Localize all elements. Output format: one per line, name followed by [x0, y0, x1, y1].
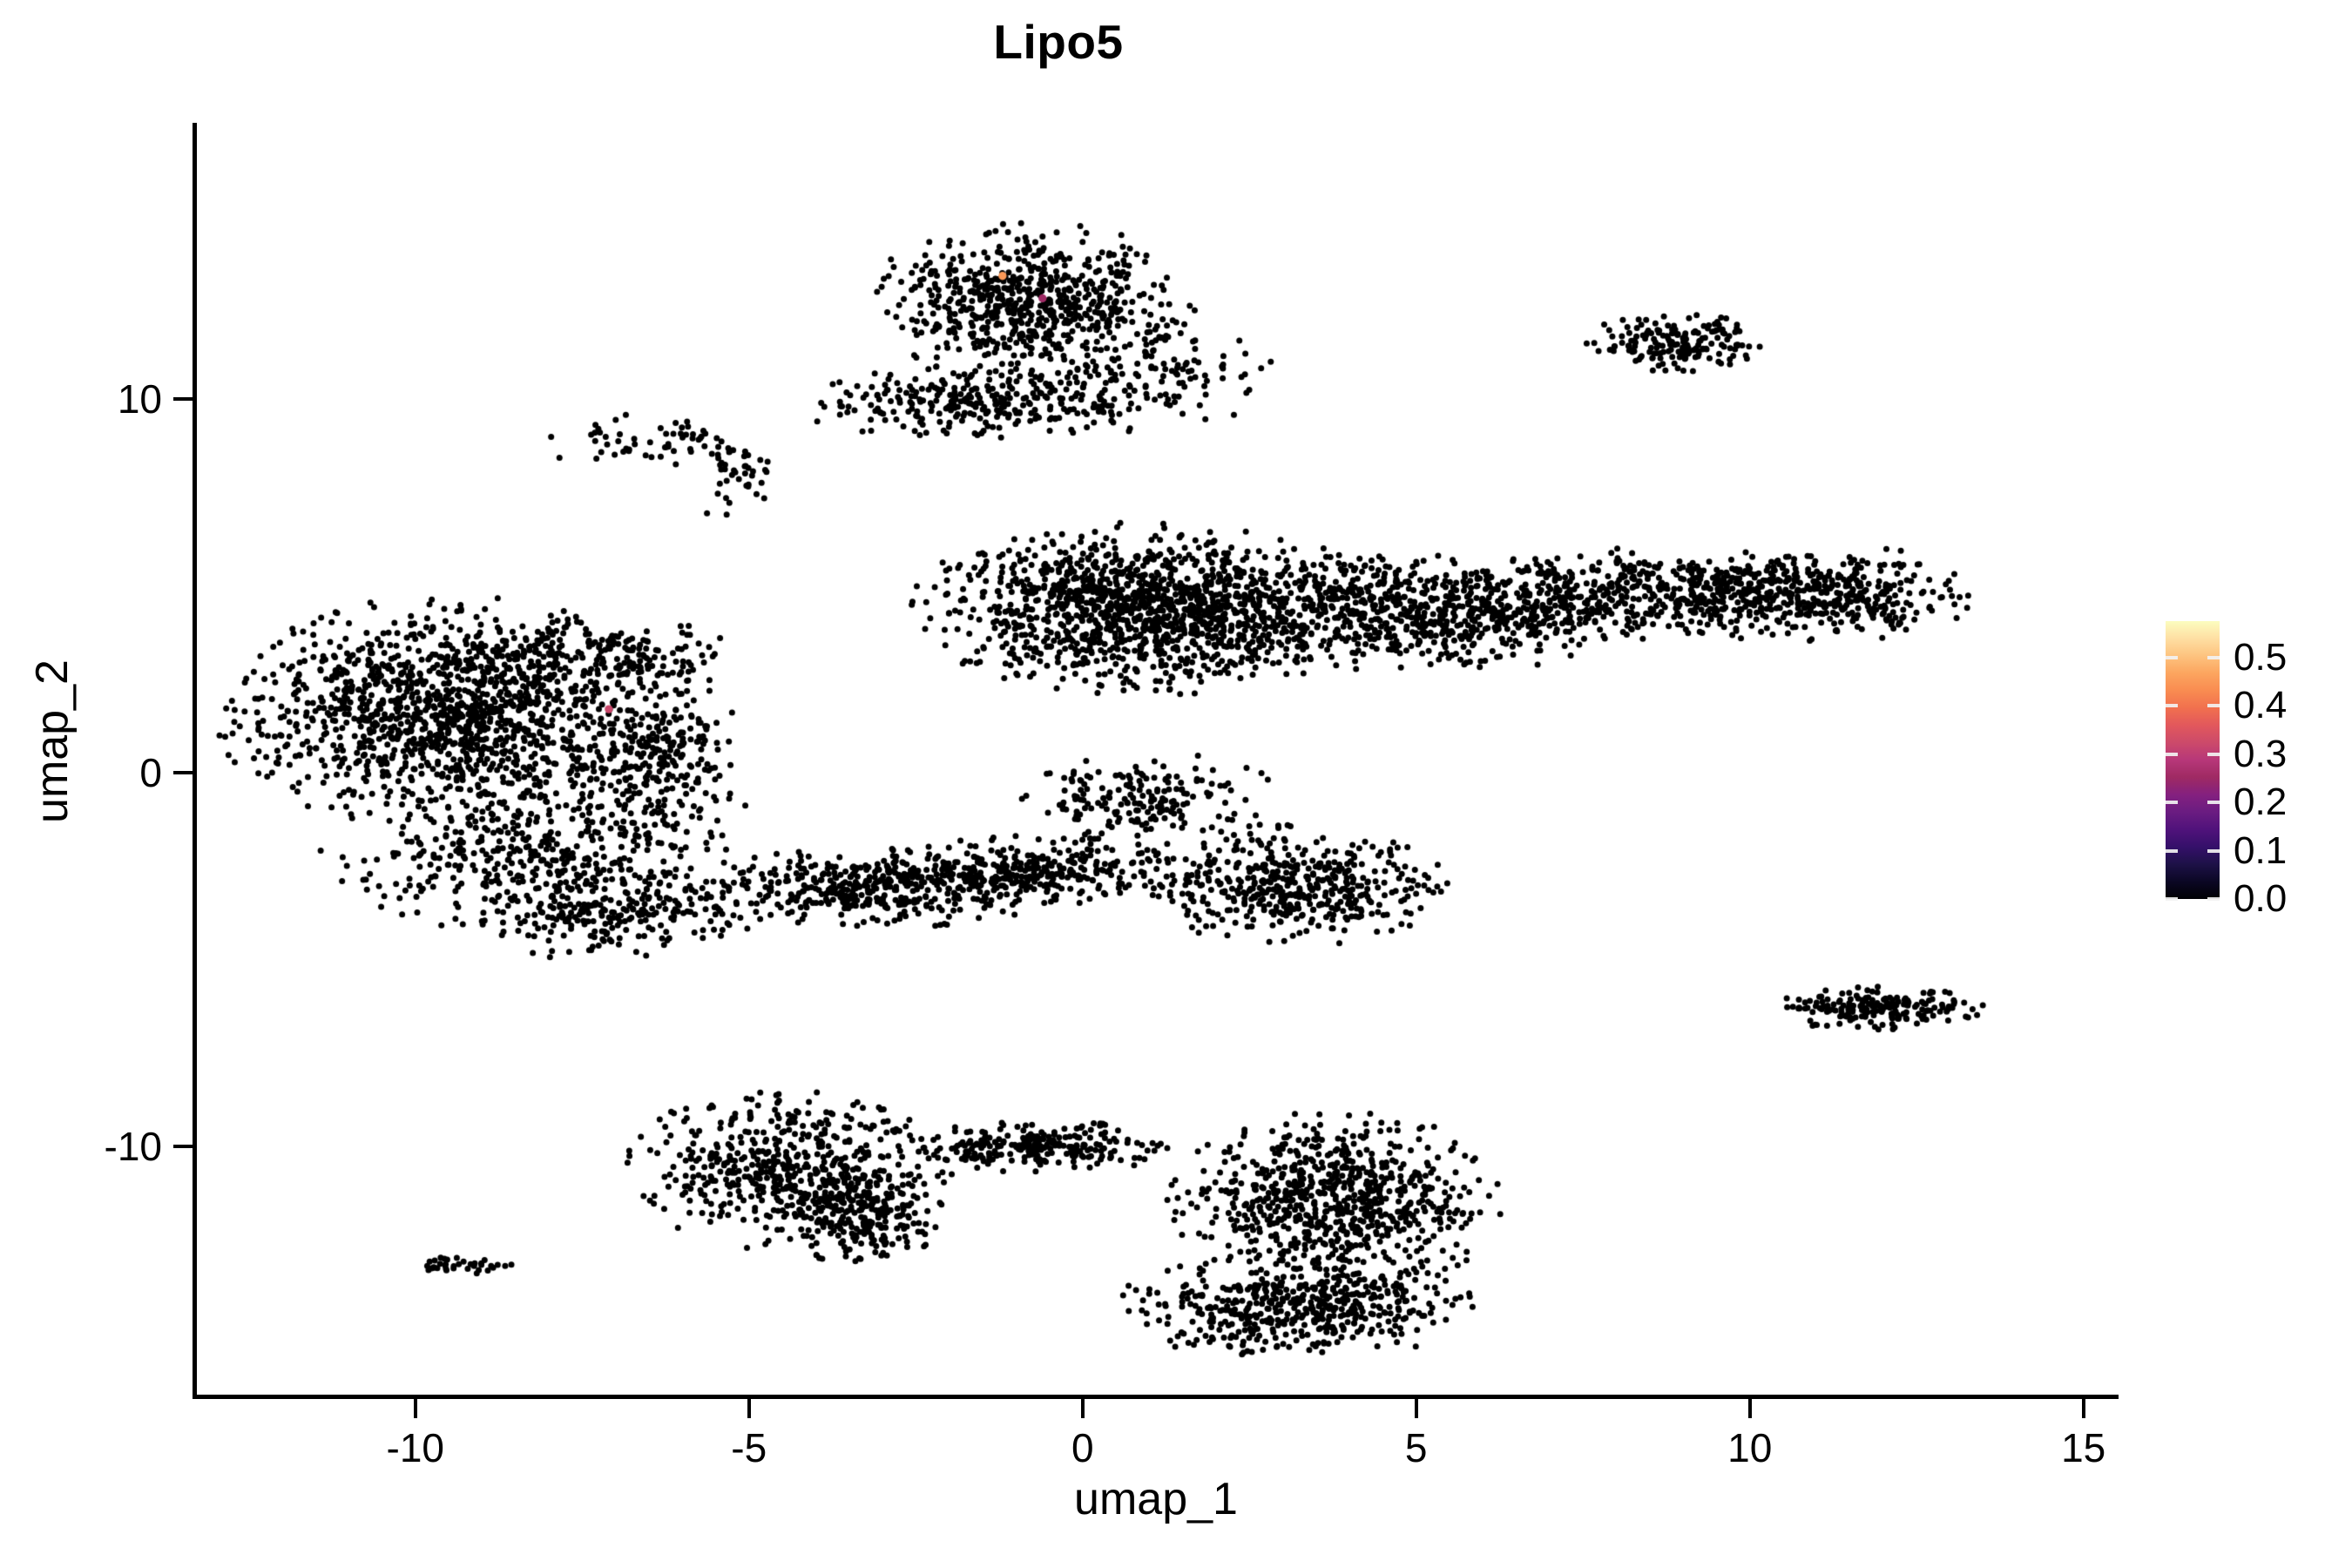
- x-tick-label: 5: [1404, 1425, 1428, 1470]
- colorbar-tick: [2166, 655, 2178, 659]
- colorbar-tick-label: 0.3: [2234, 732, 2288, 775]
- colorbar-gradient: [2166, 621, 2220, 899]
- colorbar-tick: [2166, 752, 2178, 756]
- x-tick-label: 0: [1071, 1425, 1094, 1470]
- colorbar-tick: [2207, 801, 2220, 805]
- x-axis-title: umap_1: [1074, 1474, 1238, 1524]
- y-axis-title: umap_2: [27, 659, 78, 823]
- x-axis-spine: [195, 1395, 2119, 1399]
- colorbar-tick: [2166, 897, 2178, 901]
- colorbar-tick: [2166, 801, 2178, 805]
- x-tick-label: 10: [1727, 1425, 1773, 1470]
- colorbar-tick-label: 0.2: [2234, 781, 2288, 824]
- colorbar-tick-label: 0.5: [2234, 635, 2288, 679]
- x-tick-label: -5: [731, 1425, 767, 1470]
- scatter-plot-canvas: [195, 123, 2117, 1396]
- x-tick-mark: [413, 1399, 417, 1418]
- colorbar-tick: [2166, 704, 2178, 708]
- x-tick-mark: [1747, 1399, 1752, 1418]
- x-tick-mark: [1414, 1399, 1418, 1418]
- y-tick-label: 10: [117, 376, 162, 422]
- colorbar-tick: [2207, 752, 2220, 756]
- x-tick-label: 15: [2061, 1425, 2106, 1470]
- colorbar-tick: [2207, 704, 2220, 708]
- x-tick-mark: [2081, 1399, 2085, 1418]
- y-tick-label: -10: [104, 1123, 162, 1169]
- y-tick-mark: [173, 1144, 194, 1148]
- colorbar-tick: [2207, 848, 2220, 853]
- colorbar-tick: [2166, 848, 2178, 853]
- y-tick-label: 0: [139, 750, 162, 795]
- colorbar-tick: [2207, 655, 2220, 659]
- y-axis-spine: [193, 123, 197, 1399]
- y-tick-mark: [173, 397, 194, 402]
- page-title: Lipo5: [993, 15, 1124, 69]
- x-tick-mark: [1080, 1399, 1085, 1418]
- y-tick-mark: [173, 771, 194, 774]
- colorbar-tick-label: 0.0: [2234, 877, 2288, 920]
- colorbar-tick-label: 0.4: [2234, 684, 2288, 727]
- colorbar-tick-label: 0.1: [2234, 828, 2288, 872]
- x-tick-mark: [747, 1399, 751, 1418]
- colorbar-legend: 0.0 0.1 0.2 0.3 0.4 0.5: [2166, 621, 2331, 920]
- colorbar-bar: [2166, 621, 2220, 899]
- x-tick-label: -10: [386, 1425, 444, 1470]
- plot-panel: [195, 123, 2117, 1396]
- colorbar-tick: [2207, 897, 2220, 901]
